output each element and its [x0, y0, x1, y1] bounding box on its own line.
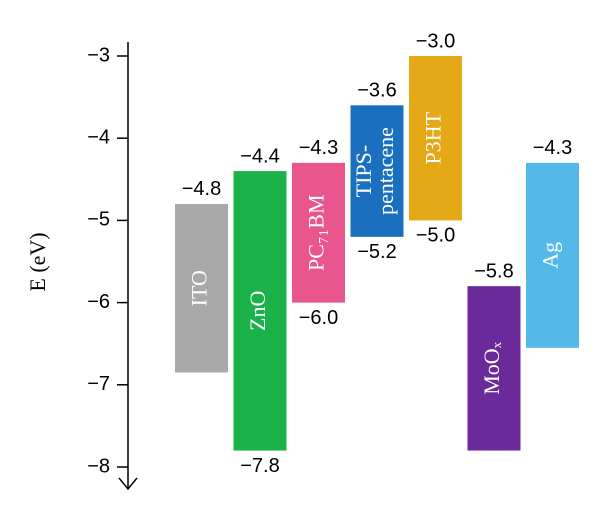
top-value-label: −4.3 [299, 137, 338, 159]
bar-label: PC₇₁BM [304, 194, 329, 270]
bottom-value-label: −5.0 [416, 225, 455, 247]
bar-label: P3HT [421, 111, 446, 164]
bottom-value-label: −6.0 [299, 307, 338, 329]
bottom-value-label: −5.2 [357, 241, 396, 263]
bar-label: Ag [538, 242, 563, 269]
y-tick-label: −3 [87, 44, 110, 66]
bar [350, 105, 404, 237]
top-value-label: −4.8 [182, 178, 221, 200]
top-value-label: −4.4 [240, 145, 279, 167]
bar-label: ITO [187, 270, 212, 306]
bar [175, 203, 228, 373]
bar-label: pentacene [373, 127, 398, 215]
y-tick-label: −4 [87, 126, 110, 148]
axis-arrow [118, 477, 138, 491]
y-tick-label: −8 [87, 455, 110, 477]
y-tick-label: −6 [87, 291, 110, 313]
bar-label: TIPS- [351, 145, 376, 198]
top-value-label: −3.0 [416, 30, 455, 52]
bar-label: MoOₓ [479, 341, 504, 394]
bar [292, 162, 345, 303]
top-value-label: −5.8 [474, 260, 513, 282]
y-tick-label: −5 [87, 209, 110, 231]
bar [233, 171, 287, 451]
top-value-label: −3.6 [357, 80, 396, 102]
bar [467, 286, 521, 451]
bar [526, 162, 579, 348]
y-tick-label: −7 [87, 373, 110, 395]
top-value-label: −4.3 [533, 137, 572, 159]
bar-label: ZnO [245, 291, 270, 331]
bar [409, 56, 462, 221]
y-axis-label: E (eV) [25, 232, 50, 291]
bottom-value-label: −7.8 [240, 455, 279, 477]
